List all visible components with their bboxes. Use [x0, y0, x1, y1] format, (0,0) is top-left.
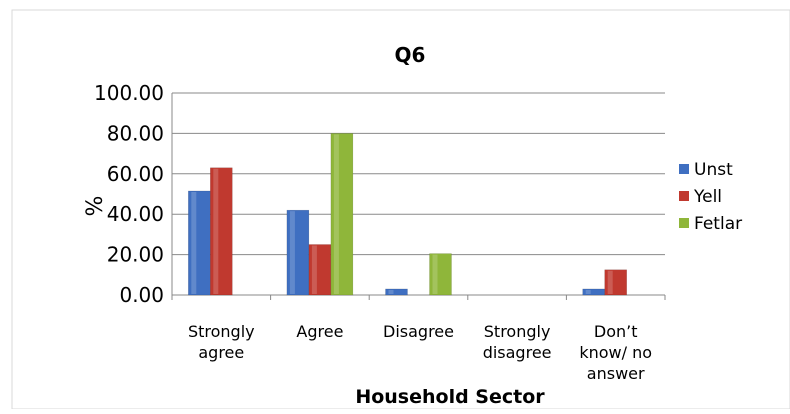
- bar-fetlar-2: [429, 253, 452, 296]
- y-tick-label: 100.00: [94, 81, 164, 105]
- y-tick-label: 40.00: [107, 202, 164, 226]
- x-tick-labels: Strongly agree Agree Disagree Strongly disagr…: [171, 295, 666, 383]
- bar-highlight: [432, 254, 438, 294]
- bar-highlight: [388, 289, 394, 294]
- y-tick-label: 20.00: [107, 243, 164, 267]
- legend-label-unst: Unst: [694, 160, 733, 180]
- bar-highlight: [585, 289, 591, 294]
- y-tick-label: 80.00: [107, 121, 164, 145]
- legend-swatch-yell: [679, 191, 689, 201]
- bars: [188, 133, 627, 296]
- x-tick-label: Don’t know/ no answer: [579, 322, 652, 383]
- y-tick-label: 60.00: [107, 162, 164, 186]
- y-tick-labels: 0.00 20.00 40.00 60.00 80.00 100.00: [94, 81, 164, 307]
- bar-yell-0: [210, 167, 233, 296]
- legend-swatch-fetlar: [679, 218, 689, 228]
- bar-highlight: [311, 245, 317, 294]
- bar-unst-2: [385, 288, 408, 296]
- bar-highlight: [607, 270, 613, 294]
- y-axis-label: %: [83, 196, 108, 217]
- legend: Unst Yell Fetlar: [679, 160, 742, 234]
- x-tick-label: Disagree: [383, 322, 454, 341]
- legend-swatch-unst: [679, 164, 689, 174]
- bar-highlight: [289, 211, 295, 294]
- bar-fetlar-1: [330, 133, 354, 296]
- x-tick-label: Strongly agree: [188, 322, 255, 362]
- bar-highlight: [333, 134, 339, 294]
- x-tick-label: Agree: [296, 322, 343, 341]
- x-tick-label: Strongly disagree: [483, 322, 552, 362]
- legend-label-yell: Yell: [693, 187, 722, 207]
- bar-highlight: [213, 168, 219, 294]
- bar-yell-4: [604, 269, 627, 296]
- legend-label-fetlar: Fetlar: [694, 214, 742, 234]
- bar-highlight: [191, 191, 197, 294]
- grid-lines: [171, 92, 665, 296]
- chart-title: Q6: [395, 43, 426, 67]
- y-tick-label: 0.00: [119, 283, 164, 307]
- x-axis-label: Household Sector: [355, 386, 545, 408]
- chart-frame: [11, 9, 790, 410]
